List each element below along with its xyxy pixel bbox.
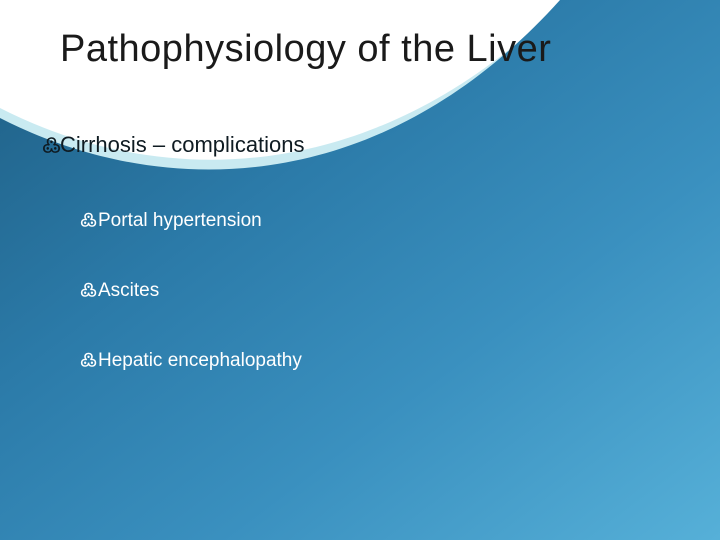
slide-title: Pathophysiology of the Liver (60, 28, 680, 71)
bullet-icon: ߷ (42, 136, 60, 156)
bullet-level1: ߷ Cirrhosis – complications (42, 132, 305, 158)
bullet-level1-text: Cirrhosis – complications (60, 132, 305, 158)
slide-content: Pathophysiology of the Liver ߷ Cirrhosis… (0, 0, 720, 540)
bullet-level2-item: ߷ Portal hypertension (80, 210, 262, 232)
bullet-level2-text: Hepatic encephalopathy (98, 350, 302, 372)
bullet-level2-item: ߷ Ascites (80, 280, 159, 302)
bullet-level2-text: Ascites (98, 280, 159, 302)
bullet-icon: ߷ (80, 281, 98, 299)
bullet-icon: ߷ (80, 211, 98, 229)
bullet-level2-text: Portal hypertension (98, 210, 262, 232)
bullet-icon: ߷ (80, 351, 98, 369)
bullet-level2-item: ߷ Hepatic encephalopathy (80, 350, 302, 372)
slide: Pathophysiology of the Liver ߷ Cirrhosis… (0, 0, 720, 540)
